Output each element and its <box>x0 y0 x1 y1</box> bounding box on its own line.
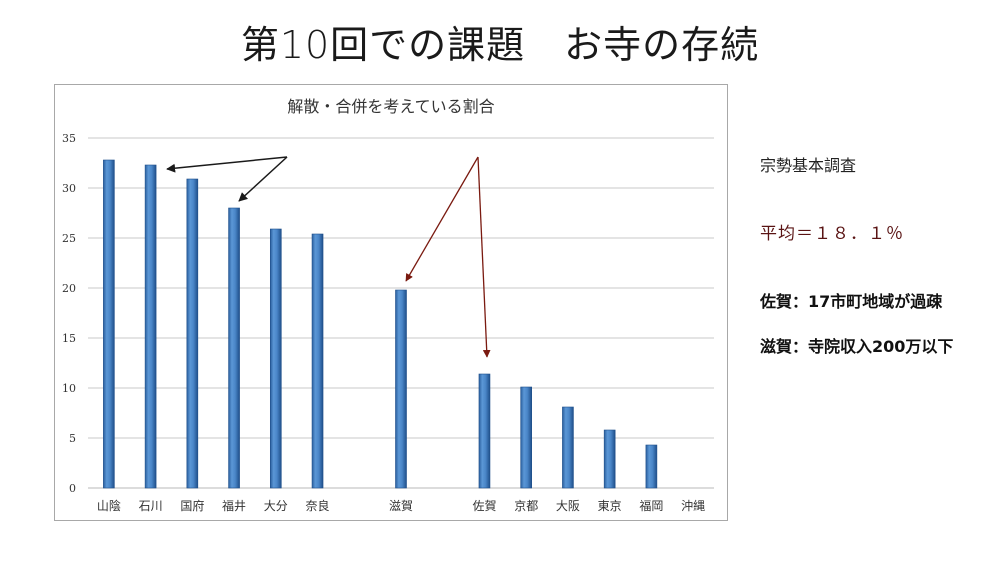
y-tick-label: 0 <box>69 482 76 495</box>
arrow-black-ishikawa <box>166 156 288 173</box>
bar <box>603 429 616 489</box>
x-tick-label: 滋賀 <box>389 499 413 513</box>
y-axis-labels: 0 5 10 15 20 25 30 35 <box>62 132 76 495</box>
x-tick-label: 山陰 <box>97 499 121 513</box>
x-axis-labels: 山陰 石川 国府 福井 大分 奈良 滋賀 佐賀 京都 大阪 東京 福岡 沖縄 <box>97 498 705 513</box>
y-tick-label: 25 <box>62 232 76 245</box>
y-tick-label: 15 <box>62 332 76 345</box>
bar <box>562 406 574 489</box>
bar <box>269 228 282 489</box>
bar <box>520 386 533 489</box>
arrow-red-shiga <box>405 156 479 282</box>
arrow-black-fukui <box>238 156 288 202</box>
x-tick-label: 国府 <box>180 498 204 513</box>
bar <box>144 164 157 489</box>
x-tick-label: 福井 <box>222 498 246 513</box>
bar <box>103 159 115 489</box>
x-tick-label: 石川 <box>139 499 163 513</box>
bar <box>645 444 658 489</box>
slide-title: 第10回での課題 お寺の存続 <box>240 23 760 67</box>
bar <box>478 373 491 489</box>
x-tick-label: 福岡 <box>639 498 663 513</box>
x-tick-label: 東京 <box>598 499 622 513</box>
bars <box>103 159 658 489</box>
average-note: 平均＝１８．１％ <box>760 224 904 244</box>
x-tick-label: 京都 <box>514 499 538 513</box>
y-tick-label: 30 <box>62 182 76 195</box>
bar <box>395 289 407 489</box>
x-tick-label: 佐賀 <box>472 499 496 513</box>
chart-frame <box>54 84 728 521</box>
bar <box>186 178 199 489</box>
arrow-red-saga <box>477 156 491 358</box>
chart-title: 解散・合併を考えている割合 <box>287 97 495 116</box>
x-tick-label: 大阪 <box>556 499 580 513</box>
x-tick-label: 大分 <box>264 499 288 513</box>
saga-note: 佐賀：17市町地域が過疎 <box>760 292 943 311</box>
bar <box>311 233 324 489</box>
bar <box>228 207 240 489</box>
annotation-arrows <box>166 156 491 358</box>
y-tick-label: 20 <box>62 282 76 295</box>
y-tick-label: 35 <box>62 132 76 145</box>
shiga-note: 滋賀：寺院収入200万以下 <box>760 337 954 356</box>
y-tick-label: 10 <box>62 382 76 395</box>
source-note: 宗勢基本調査 <box>760 156 857 175</box>
x-tick-label: 沖縄 <box>681 498 705 513</box>
y-tick-label: 5 <box>69 432 76 445</box>
x-tick-label: 奈良 <box>306 498 330 513</box>
